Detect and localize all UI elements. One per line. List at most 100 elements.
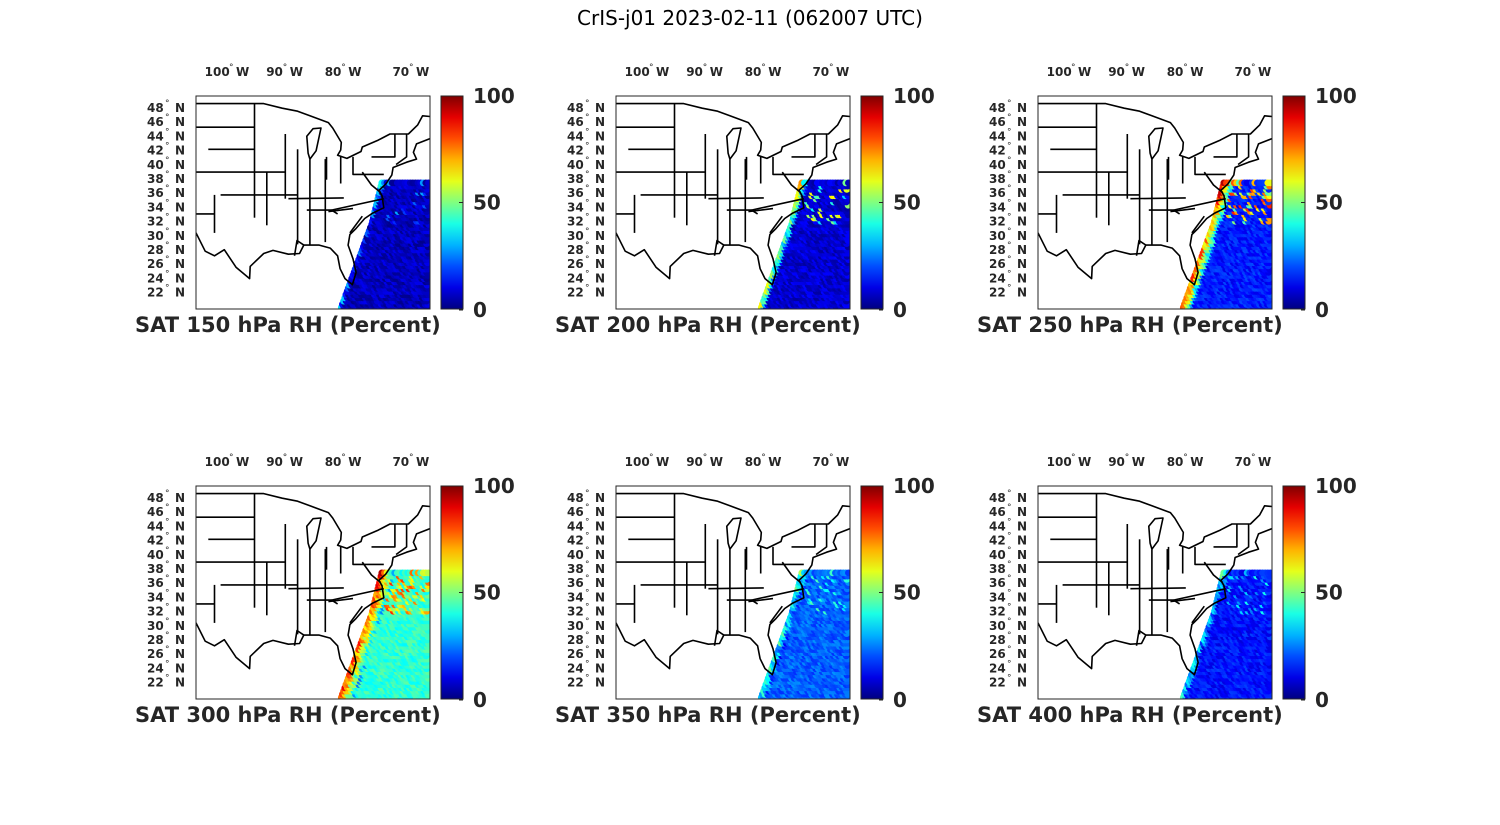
- lat-tick-label: 34: [989, 200, 1006, 214]
- lat-hemisphere-label: N: [1017, 243, 1027, 257]
- state-border-line: [331, 587, 384, 601]
- degree-symbol: °: [1007, 198, 1012, 208]
- degree-symbol: °: [1007, 184, 1012, 194]
- lat-hemisphere-label: N: [595, 144, 605, 158]
- degree-symbol: °: [1007, 170, 1012, 180]
- colorbar-tick-label: 50: [893, 191, 921, 215]
- lat-hemisphere-label: N: [175, 129, 185, 143]
- lon-tick-label: 90: [1108, 65, 1125, 79]
- state-border-line: [352, 156, 384, 176]
- lat-tick-label: 30: [989, 229, 1006, 243]
- state-border-line: [395, 134, 408, 166]
- degree-symbol: °: [229, 453, 234, 463]
- lat-hemisphere-label: N: [175, 505, 185, 519]
- lat-hemisphere-label: N: [175, 647, 185, 661]
- lat-hemisphere-label: N: [595, 200, 605, 214]
- degree-symbol: °: [165, 645, 170, 655]
- state-border-line: [791, 134, 816, 158]
- lon-hemisphere-label: W: [416, 65, 429, 79]
- state-borders: [1038, 102, 1272, 286]
- lat-tick-label: 40: [147, 548, 164, 562]
- degree-symbol: °: [165, 574, 170, 584]
- degree-symbol: °: [165, 659, 170, 669]
- lon-hemisphere-label: W: [656, 65, 669, 79]
- lat-hemisphere-label: N: [175, 605, 185, 619]
- lon-hemisphere-label: W: [348, 455, 361, 469]
- degree-symbol: °: [585, 227, 590, 237]
- degree-symbol: °: [165, 227, 170, 237]
- lat-tick-label: 36: [567, 186, 584, 200]
- lat-tick-label: 46: [147, 115, 164, 129]
- colorbar-tick-label: 50: [473, 581, 501, 605]
- lat-tick-label: 24: [147, 661, 164, 675]
- lon-tick-label: 70: [392, 455, 409, 469]
- degree-symbol: °: [585, 284, 590, 294]
- lon-tick-label: 70: [1234, 65, 1251, 79]
- lat-hemisphere-label: N: [1017, 129, 1027, 143]
- degree-symbol: °: [829, 63, 834, 73]
- degree-symbol: °: [165, 170, 170, 180]
- rh-swath: [757, 179, 850, 309]
- degree-symbol: °: [165, 674, 170, 684]
- lat-hemisphere-label: N: [175, 676, 185, 690]
- degree-symbol: °: [585, 170, 590, 180]
- panel-title-200: SAT 200 hPa RH (Percent): [555, 313, 861, 337]
- state-border-line: [1170, 207, 1196, 213]
- state-border-line: [306, 209, 339, 215]
- rh-observation: [425, 569, 430, 577]
- map-panel-200: 100 ° W 90 ° W 80 ° W 70 ° W 48 ° N 46 ° N 44 ° N 42 ° N 40 ° N 38 °…: [555, 60, 975, 360]
- degree-symbol: °: [585, 99, 590, 109]
- degree-symbol: °: [1007, 213, 1012, 223]
- degree-symbol: °: [1007, 255, 1012, 265]
- degree-symbol: °: [165, 489, 170, 499]
- lake-michigan: [306, 127, 322, 160]
- degree-symbol: °: [165, 241, 170, 251]
- canada-border: [1038, 102, 1272, 160]
- lon-hemisphere-label: W: [290, 65, 303, 79]
- lat-tick-label: 24: [989, 271, 1006, 285]
- lat-tick-label: 44: [989, 129, 1006, 143]
- colorbar-tick-label: 100: [473, 474, 515, 498]
- lat-tick-label: 30: [567, 229, 584, 243]
- lat-tick-label: 40: [567, 158, 584, 172]
- lat-tick-label: 32: [989, 215, 1006, 229]
- colorbar-tick-label: 0: [1315, 298, 1329, 322]
- lat-hemisphere-label: N: [595, 186, 605, 200]
- state-border-line: [769, 215, 783, 234]
- lon-tick-label: 90: [686, 65, 703, 79]
- lat-tick-label: 48: [147, 101, 164, 115]
- state-border-line: [1203, 171, 1224, 194]
- lat-tick-label: 38: [147, 562, 164, 576]
- degree-symbol: °: [585, 127, 590, 137]
- degree-symbol: °: [165, 546, 170, 556]
- degree-symbol: °: [165, 113, 170, 123]
- degree-symbol: °: [585, 113, 590, 123]
- panel-title-250: SAT 250 hPa RH (Percent): [977, 313, 1283, 337]
- rh-swath: [757, 569, 850, 699]
- rh-observation: [425, 179, 430, 187]
- lat-tick-label: 26: [989, 257, 1006, 271]
- colorbar-tick-label: 100: [1315, 84, 1357, 108]
- lat-tick-label: 22: [147, 286, 164, 300]
- lat-tick-label: 48: [989, 101, 1006, 115]
- degree-symbol: °: [165, 503, 170, 513]
- lon-tick-label: 90: [266, 65, 283, 79]
- lat-tick-label: 22: [147, 676, 164, 690]
- lon-hemisphere-label: W: [768, 65, 781, 79]
- degree-symbol: °: [585, 241, 590, 251]
- map-svg-300: 100 ° W 90 ° W 80 ° W 70 ° W48 ° N46 ° N44 ° N42 ° N40 ° N38 °…: [147, 453, 515, 712]
- state-border-line: [349, 215, 363, 234]
- lat-hemisphere-label: N: [175, 186, 185, 200]
- lat-tick-label: 30: [147, 619, 164, 633]
- degree-symbol: °: [585, 156, 590, 166]
- state-border-line: [371, 524, 396, 548]
- state-borders: [196, 102, 430, 286]
- rh-observation: [845, 179, 850, 187]
- colorbar-tick-label: 100: [893, 84, 935, 108]
- state-border-line: [331, 197, 384, 211]
- lon-hemisphere-label: W: [348, 65, 361, 79]
- degree-symbol: °: [165, 631, 170, 641]
- coastline: [196, 137, 430, 286]
- lat-hemisphere-label: N: [595, 229, 605, 243]
- lat-hemisphere-label: N: [1017, 257, 1027, 271]
